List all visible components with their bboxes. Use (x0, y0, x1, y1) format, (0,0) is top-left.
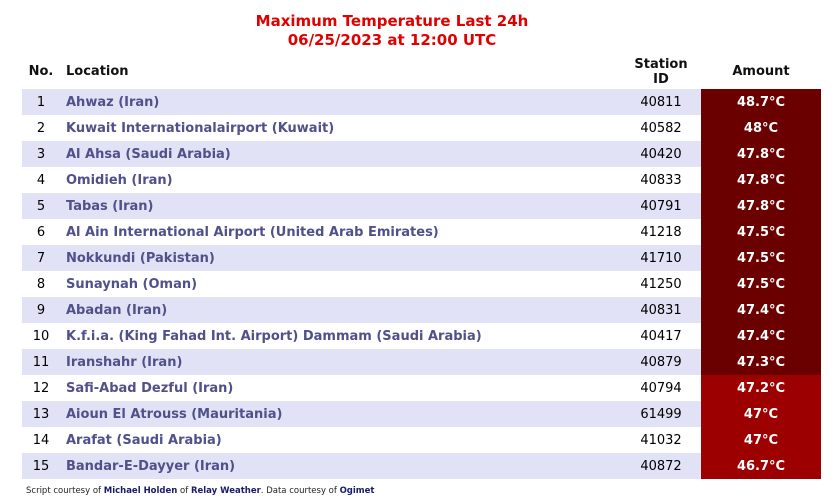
table-row: 3 Al Ahsa (Saudi Arabia) 40420 47.8°C (22, 141, 821, 167)
title-line: Maximum Temperature Last 24h (255, 12, 529, 30)
table-cell: 15 (22, 453, 60, 479)
table-cell: 47.5°C (701, 245, 821, 271)
table-cell: Arafat (Saudi Arabia) (66, 432, 222, 448)
table-cell: 1 (22, 89, 60, 115)
table-cell: Al Ahsa (Saudi Arabia) (60, 141, 621, 167)
table-cell: 47°C (701, 427, 821, 453)
col-header: Amount (732, 64, 790, 79)
table-cell: Tabas (Iran) (60, 193, 621, 219)
table-cell: Safi-Abad Dezful (Iran) (66, 380, 234, 396)
table-cell: 13 (22, 401, 60, 427)
col-header: Station ID (621, 54, 701, 89)
table-cell: K.f.i.a. (King Fahad Int. Airport) Damma… (66, 328, 482, 344)
table-cell: 47.8°C (701, 141, 821, 167)
table-cell: 40582 (640, 120, 682, 136)
table-cell: Nokkundi (Pakistan) (60, 245, 621, 271)
footer-text: Michael Holden (103, 486, 178, 496)
table-cell: Iranshahr (Iran) (60, 349, 621, 375)
col-header: Location (66, 64, 129, 79)
table-cell: 41032 (640, 432, 682, 448)
table-cell: 4 (36, 172, 46, 188)
table-row: 6 Al Ain International Airport (United Ar… (22, 219, 821, 245)
title: Maximum Temperature Last 24h 06/25/2023 … (0, 12, 784, 50)
table-cell: 12 (32, 380, 50, 396)
table-cell: 40794 (640, 380, 682, 396)
table-cell: 2 (36, 120, 46, 136)
table-cell: Al Ain International Airport (United Ara… (66, 224, 439, 240)
table-cell: 48°C (701, 115, 821, 141)
table-row: 12 Safi-Abad Dezful (Iran) 40794 47.2°C (22, 375, 821, 401)
table-row: 10 K.f.i.a. (King Fahad Int. Airport) Dam… (22, 323, 821, 349)
footer-text: . Data courtesy of (260, 486, 340, 496)
table-cell: 46.7°C (701, 453, 821, 479)
table-cell: 41218 (640, 224, 682, 240)
table-cell: 6 (36, 224, 46, 240)
table-cell: Ahwaz (Iran) (60, 89, 621, 115)
table-cell: 47°C (701, 401, 821, 427)
table-row: 5 Tabas (Iran) 40791 47.8°C (22, 193, 821, 219)
table-row: 9 Abadan (Iran) 40831 47.4°C (22, 297, 821, 323)
table-cell: 48.7°C (701, 89, 821, 115)
table-cell: 41710 (621, 245, 701, 271)
table-cell: Aioun El Atrouss (Mauritania) (60, 401, 621, 427)
table-row: 14 Arafat (Saudi Arabia) 41032 47°C (22, 427, 821, 453)
table-row: 4 Omidieh (Iran) 40833 47.8°C (22, 167, 821, 193)
table-cell: 11 (22, 349, 60, 375)
table-cell: Omidieh (Iran) (66, 172, 173, 188)
table-cell: 10 (32, 328, 50, 344)
table-cell: 47.4°C (701, 297, 821, 323)
table-cell: Sunaynah (Oman) (66, 276, 198, 292)
table-cell: Abadan (Iran) (60, 297, 621, 323)
table-cell: 40872 (621, 453, 701, 479)
table-cell: 47.8°C (701, 193, 821, 219)
table-cell: Kuwait Internationalairport (Kuwait) (66, 120, 335, 136)
table-row: 11 Iranshahr (Iran) 40879 47.3°C (22, 349, 821, 375)
footer-text: Ogimet (339, 486, 375, 496)
table-cell: 40417 (640, 328, 682, 344)
table-cell: 47.8°C (701, 167, 821, 193)
data-table: No. Location Station ID Amount 1 Ahwaz (I… (22, 54, 821, 479)
table-cell: 5 (22, 193, 60, 219)
table-row: 1 Ahwaz (Iran) 40811 48.7°C (22, 89, 821, 115)
table-cell: 40831 (621, 297, 701, 323)
table-cell: 41250 (640, 276, 682, 292)
table-body: 1 Ahwaz (Iran) 40811 48.7°C 2 Kuwait Internat… (22, 89, 821, 479)
footer-text: of (177, 486, 191, 496)
table-cell: 47.5°C (701, 219, 821, 245)
table-cell: 47.3°C (701, 349, 821, 375)
table-row: 8 Sunaynah (Oman) 41250 47.5°C (22, 271, 821, 297)
table-cell: 3 (22, 141, 60, 167)
table-row: 15 Bandar-E-Dayyer (Iran) 40872 46.7°C (22, 453, 821, 479)
table-cell: 47.4°C (701, 323, 821, 349)
table-cell: 40833 (640, 172, 682, 188)
table-cell: 9 (22, 297, 60, 323)
table-cell: 7 (22, 245, 60, 271)
footer-text: Relay Weather (190, 486, 261, 496)
table-cell: 40791 (621, 193, 701, 219)
table-cell: 40420 (621, 141, 701, 167)
footer: Script courtesy of Michael Holden of Rel… (26, 486, 375, 496)
table-cell: 40811 (621, 89, 701, 115)
col-header: No. (28, 64, 54, 79)
footer-text: Script courtesy of (26, 486, 104, 496)
table-row: 2 Kuwait Internationalairport (Kuwait) 405… (22, 115, 821, 141)
table-row: 13 Aioun El Atrouss (Mauritania) 61499 47°C (22, 401, 821, 427)
table-cell: 61499 (621, 401, 701, 427)
table-cell: 40879 (621, 349, 701, 375)
table-cell: 47.5°C (701, 271, 821, 297)
table-cell: 8 (36, 276, 46, 292)
col-header-text: Station ID (634, 56, 688, 87)
table-cell: 14 (32, 432, 50, 448)
table-cell: 47.2°C (701, 375, 821, 401)
subtitle-line: 06/25/2023 at 12:00 UTC (287, 31, 497, 49)
table-row: 7 Nokkundi (Pakistan) 41710 47.5°C (22, 245, 821, 271)
table-cell: Bandar-E-Dayyer (Iran) (60, 453, 621, 479)
